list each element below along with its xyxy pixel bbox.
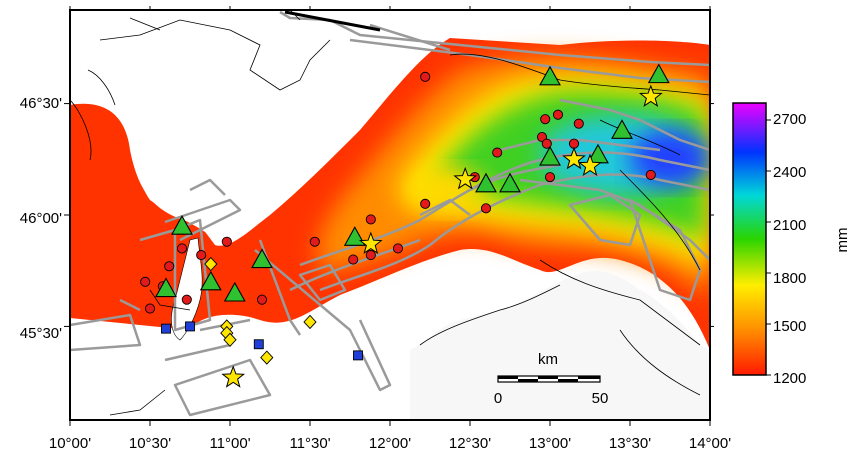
colorbar-tick-label: 2400 xyxy=(773,164,806,181)
scale-bar-segment xyxy=(518,379,538,382)
station-circle xyxy=(420,71,431,82)
station-circle xyxy=(492,147,503,158)
station-square xyxy=(185,321,195,332)
lon-tick-label: 12°00' xyxy=(369,435,411,452)
station-circle xyxy=(140,276,151,287)
station-circle xyxy=(420,198,431,209)
station-square xyxy=(353,350,363,361)
station-diamond xyxy=(204,256,218,272)
station-circle xyxy=(541,138,552,149)
station-circle xyxy=(573,118,584,129)
scale-bar-segment xyxy=(538,376,558,379)
station-circle xyxy=(544,172,556,183)
scale-bar-segment xyxy=(578,376,600,379)
station-star xyxy=(638,84,663,107)
station-circle xyxy=(256,294,268,305)
station-star xyxy=(578,153,602,177)
colorbar-tick-label: 1800 xyxy=(773,270,806,287)
colorbar-tick-label: 1500 xyxy=(773,318,806,335)
station-circle xyxy=(164,261,175,272)
station-circle xyxy=(392,243,404,254)
lon-tick-labels: 10°00' 10°30' 11°00' 11°30' 12°00' 12°30… xyxy=(49,435,731,452)
station-circle xyxy=(181,294,192,305)
colorbar-ramp xyxy=(732,102,767,376)
station-square xyxy=(161,323,171,334)
colorbar-tick-label: 2100 xyxy=(773,217,806,234)
station-diamond xyxy=(223,332,237,347)
border-thick xyxy=(284,10,381,32)
station-circle xyxy=(348,254,359,265)
colorbar-tick-label: 1200 xyxy=(773,370,806,387)
scale-bar: km 0 50 xyxy=(494,351,609,407)
no-data-north xyxy=(70,10,450,240)
station-triangle xyxy=(251,248,273,269)
station-circle xyxy=(365,250,376,261)
lon-tick-label: 14°00' xyxy=(689,435,731,452)
station-triangle xyxy=(499,172,521,193)
station-triangle xyxy=(199,270,222,291)
colorbar-tick-label: 2700 xyxy=(773,111,806,128)
station-triangle xyxy=(171,215,193,235)
lon-tick-label: 13°30' xyxy=(609,435,651,452)
lat-tick-label: 46°30' xyxy=(20,95,62,112)
station-diamond xyxy=(260,350,274,365)
station-circle xyxy=(552,109,564,120)
lon-tick-label: 10°00' xyxy=(49,435,91,452)
station-triangle xyxy=(475,172,497,193)
station-square xyxy=(253,339,264,350)
station-star xyxy=(453,166,478,190)
lon-tick-label: 11°30' xyxy=(289,435,330,452)
lat-tick-label: 46°00' xyxy=(20,210,62,227)
station-star xyxy=(358,231,383,255)
station-circle xyxy=(144,303,156,314)
colorbar: 2700 2400 2100 1800 1500 1200 mm xyxy=(732,102,850,387)
scale-bar-unit: km xyxy=(538,351,558,368)
scale-bar-start: 0 xyxy=(494,390,502,407)
station-symbols xyxy=(140,63,670,388)
station-star xyxy=(562,146,586,170)
colorbar-unit: mm xyxy=(834,228,850,253)
lat-tick-labels: 46°30' 46°00' 45°30' xyxy=(20,95,62,342)
lon-tick-label: 13°00' xyxy=(529,435,571,452)
lon-tick-label: 11°00' xyxy=(209,435,250,452)
station-star xyxy=(221,365,246,388)
admin-borders xyxy=(70,10,710,416)
station-triangle xyxy=(539,65,561,86)
station-triangle xyxy=(155,277,177,298)
station-triangle xyxy=(611,119,633,139)
scale-bar-segment xyxy=(498,376,518,379)
station-circle xyxy=(309,236,320,247)
station-triangle xyxy=(223,281,246,302)
station-circle xyxy=(645,169,656,180)
lon-tick-label: 10°30' xyxy=(129,435,171,452)
station-triangle xyxy=(647,63,670,84)
adriatic-sea xyxy=(410,271,710,420)
station-circle xyxy=(365,214,376,225)
no-data-south xyxy=(70,284,410,420)
station-triangle xyxy=(539,145,561,166)
scale-bar-end: 50 xyxy=(592,390,609,407)
colorbar-ticks xyxy=(766,119,771,376)
frame-ticks xyxy=(64,6,714,426)
station-diamond xyxy=(303,314,317,330)
station-circle xyxy=(196,250,207,261)
lat-tick-label: 45°30' xyxy=(20,325,62,342)
station-circle xyxy=(540,114,551,125)
lon-tick-label: 12°30' xyxy=(449,435,491,452)
station-circle xyxy=(221,236,232,247)
station-circle xyxy=(176,243,188,254)
precipitation-field xyxy=(70,10,710,420)
lake-garda xyxy=(171,237,203,341)
scale-bar-segment xyxy=(558,379,578,382)
station-circle xyxy=(480,203,492,214)
